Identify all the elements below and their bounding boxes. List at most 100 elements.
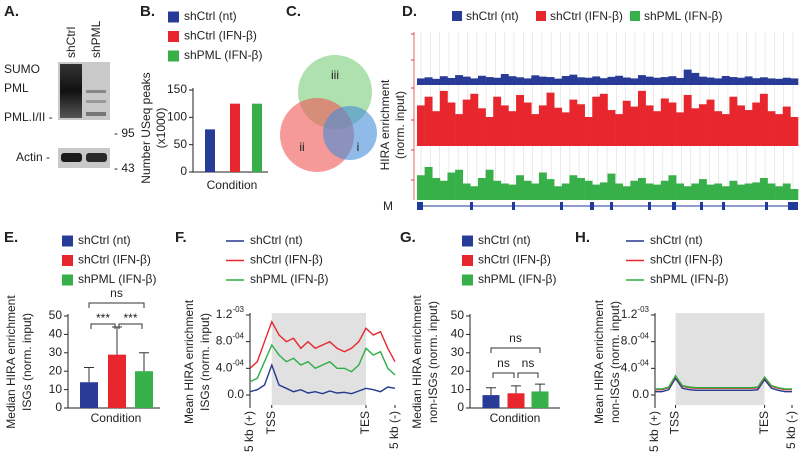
track-bar [637, 90, 646, 146]
error-bar [511, 385, 521, 394]
track-bar [660, 77, 669, 85]
legend-label: shCtrl (nt) [250, 233, 303, 247]
y-tick-label: 30 [49, 345, 63, 359]
y-tick-label: 150 [167, 82, 187, 96]
track-bar [782, 183, 791, 200]
track-bar [660, 180, 669, 200]
track-bar [455, 169, 464, 200]
gene-exon [765, 202, 768, 210]
bar [80, 382, 98, 408]
blot-band [86, 112, 106, 116]
marker-label: - 43 [114, 161, 135, 175]
legend-label: shPML (IFN-β) [250, 272, 328, 286]
y-tick-label: 0 [180, 164, 187, 178]
track-bar [698, 76, 707, 85]
track-bar [508, 76, 517, 85]
series-line [249, 362, 396, 395]
legend-label: shCtrl (nt) [78, 233, 131, 247]
track-bar [439, 90, 448, 146]
track-bar [683, 69, 692, 85]
track-bar [622, 100, 631, 146]
venn-label: iii [331, 68, 339, 82]
track-bar [424, 167, 433, 200]
band-label: PML.I/II - [4, 110, 53, 124]
legend-label: shCtrl (nt) [184, 9, 237, 23]
track-bar [676, 183, 684, 200]
track-bar [554, 107, 563, 146]
lane-label: shPML [89, 20, 103, 58]
track-bar [508, 184, 517, 200]
track-bar [470, 186, 479, 200]
track-bar [577, 77, 585, 85]
track-bar [721, 186, 730, 200]
bar [482, 395, 500, 408]
axis-title: Mean HIRA enrichment [592, 299, 606, 424]
error-bar [84, 367, 94, 383]
legend-swatch [168, 50, 179, 62]
track-bar [599, 182, 608, 200]
panel-label: D. [402, 3, 417, 20]
track-bar [592, 184, 601, 200]
track-bar [706, 184, 715, 200]
legend-swatch [630, 11, 640, 21]
x-tick-label: TES [358, 411, 372, 434]
track-bar [493, 77, 502, 85]
track-bar [546, 77, 555, 85]
track-bar [790, 117, 799, 146]
track-bar [523, 102, 532, 146]
track-bar [538, 172, 547, 200]
gene-exon [560, 202, 563, 210]
blot-band [86, 153, 107, 162]
panel-label: G. [400, 229, 416, 246]
significance-bracket [90, 323, 116, 329]
panel-label: F. [175, 229, 187, 246]
axis-title: (x1000) [154, 108, 168, 149]
track-bar [653, 111, 662, 146]
y-tick-label: 8.0-04 [621, 332, 650, 348]
track-bar [721, 75, 730, 85]
significance-bracket [88, 302, 145, 308]
track-bar [630, 78, 639, 85]
track-bar [546, 179, 555, 200]
legend-label: shCtrl (IFN-β) [250, 253, 323, 267]
x-tick-label: 5 kb (+) [242, 411, 256, 452]
track-bar [455, 75, 464, 85]
track-bar [706, 99, 715, 146]
track-bar [637, 178, 646, 200]
legend-label: shPML (IFN-β) [78, 272, 156, 286]
legend-swatch [168, 31, 179, 42]
track-bar [744, 76, 753, 85]
track-bar [584, 77, 593, 85]
track-bar [767, 183, 776, 200]
axis-title: Number USeq peaks [139, 72, 153, 183]
track-bar [493, 180, 502, 200]
gene-exon [672, 202, 676, 210]
track-bar [546, 92, 555, 146]
axis-title: non-ISGs (norm. input) [608, 301, 622, 423]
legend-label: shPML (IFN-β) [644, 9, 722, 23]
track-bar [721, 114, 730, 146]
track-bar [744, 110, 753, 146]
track-panel: D. HIRA enrichment (norm. input) M shCtr… [378, 3, 799, 213]
track-bar [584, 180, 593, 200]
track-bar [752, 78, 761, 85]
gene-exon [788, 202, 798, 210]
panel-label: C. [286, 3, 301, 20]
track-bar [592, 76, 601, 85]
legend-swatch [62, 255, 73, 266]
gene-exon [512, 202, 515, 210]
y-tick-label: 20 [451, 363, 465, 377]
axis-title: Condition [91, 411, 142, 425]
error-bar [139, 352, 149, 372]
track-bar [691, 108, 700, 146]
legend-swatch [462, 235, 473, 247]
y-tick-label: 50 [174, 137, 188, 151]
blot-panel: A. shCtrl shPML SUMO PML PML.I/II - Acti… [4, 3, 135, 175]
y-tick-label: 1.2-03 [621, 305, 650, 321]
bar [531, 391, 549, 408]
bar [507, 393, 525, 408]
venn-panel: C. iii ii i [280, 3, 377, 172]
legend-label: shCtrl (nt) [478, 233, 531, 247]
track-bar [561, 75, 570, 85]
